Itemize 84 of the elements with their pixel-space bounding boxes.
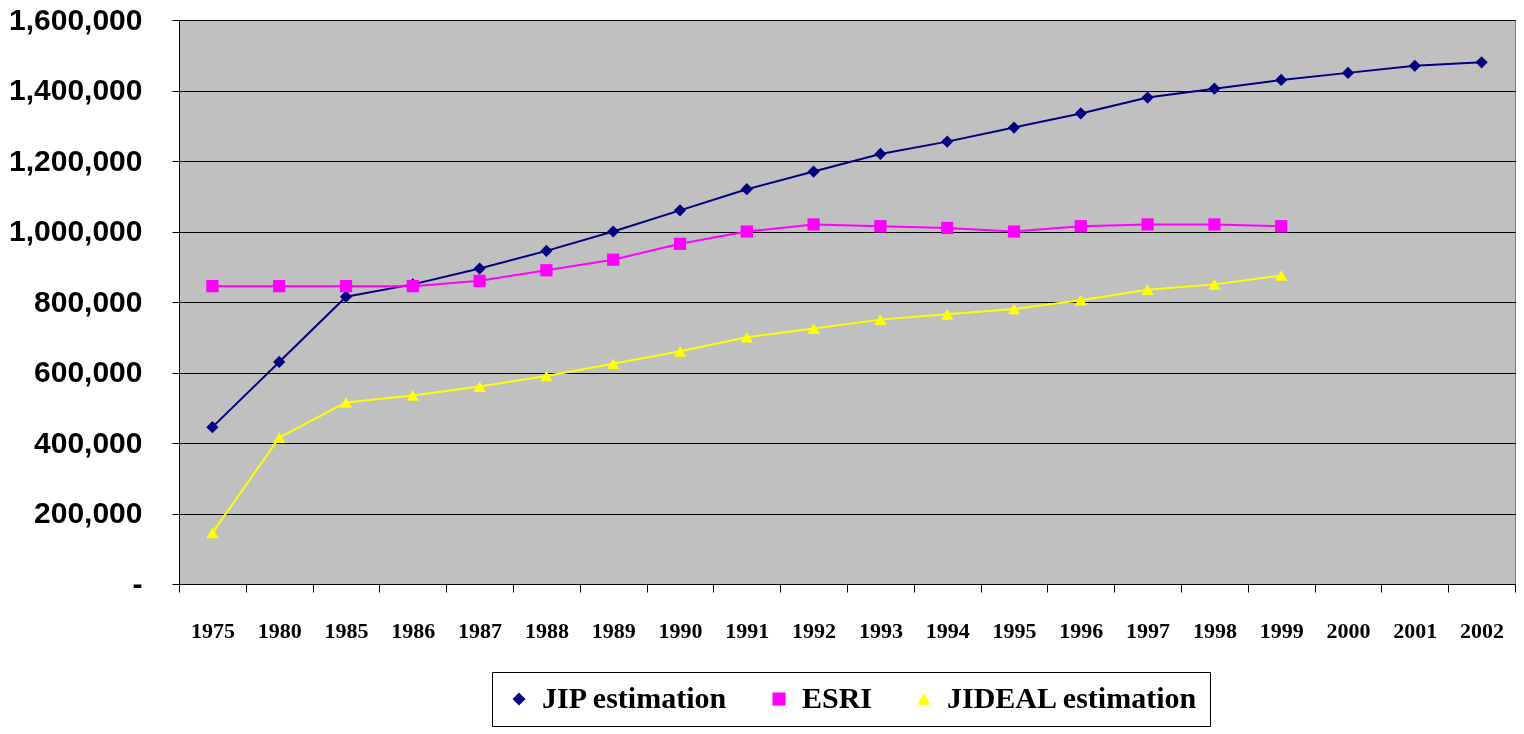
- point: [1341, 66, 1355, 79]
- point: [1007, 225, 1021, 238]
- point: [1141, 218, 1154, 231]
- x-tick-label: 1996: [1059, 617, 1104, 643]
- point: [206, 527, 219, 539]
- point: [941, 309, 954, 320]
- point: [1208, 279, 1221, 290]
- point: [740, 183, 753, 196]
- x-tick-label: 1986: [391, 617, 436, 643]
- point: [1275, 220, 1288, 233]
- y-tick-label: 600,000: [34, 355, 143, 388]
- point: [941, 221, 954, 235]
- point: [740, 331, 753, 343]
- x-tick-label: 2002: [1460, 617, 1505, 643]
- point: [1141, 91, 1154, 104]
- y-tick-label: 1,600,000: [9, 2, 143, 36]
- point: [540, 264, 553, 277]
- x-tick-label: 2000: [1326, 617, 1371, 643]
- point: [1074, 107, 1087, 120]
- y-tick-label: 1,000,000: [9, 214, 143, 247]
- point: [1007, 303, 1021, 315]
- point: [607, 225, 620, 238]
- legend-label: JIDEAL estimation: [947, 681, 1197, 714]
- y-tick-label: 800,000: [34, 284, 143, 318]
- point: [339, 280, 353, 293]
- point: [339, 290, 353, 303]
- point: [1141, 284, 1154, 295]
- point: [273, 432, 286, 444]
- y-tick-label: 1,400,000: [9, 73, 143, 106]
- x-tick-label: 1990: [658, 617, 703, 643]
- point: [406, 390, 419, 401]
- point: [874, 220, 887, 233]
- legend-label: JIP estimation: [542, 681, 727, 714]
- x-tick-label: 1998: [1192, 617, 1237, 643]
- x-tick-label: 1987: [458, 617, 503, 643]
- x-tick-label: 2001: [1393, 617, 1438, 643]
- point: [740, 225, 753, 238]
- point: [1074, 220, 1087, 233]
- x-tick-label: 1994: [925, 617, 970, 643]
- x-tick-label: 1993: [858, 617, 903, 643]
- point: [807, 323, 820, 334]
- y-tick-label: 200,000: [34, 496, 143, 529]
- point: [540, 370, 553, 382]
- point: [1275, 270, 1288, 281]
- point: [874, 147, 887, 161]
- x-tick-label: 1985: [324, 617, 369, 643]
- x-tick-label: 1975: [190, 617, 235, 643]
- x-tick-label: 1995: [992, 617, 1037, 643]
- point: [941, 135, 954, 148]
- point: [1074, 294, 1087, 306]
- x-tick-label: 1992: [792, 617, 837, 643]
- point: [1208, 82, 1221, 95]
- point: [206, 421, 219, 434]
- point: [874, 314, 887, 325]
- x-tick-label: 1989: [591, 617, 636, 643]
- point: [1208, 218, 1221, 231]
- point: [206, 280, 219, 293]
- x-tick-label: 1980: [257, 617, 302, 643]
- y-tick-label: -: [132, 566, 143, 600]
- x-tick-label: 1991: [725, 617, 770, 643]
- x-tick-label: 1999: [1259, 617, 1304, 643]
- point: [807, 165, 820, 178]
- point: [540, 244, 553, 258]
- point: [673, 346, 687, 357]
- point: [1007, 121, 1021, 134]
- point: [607, 358, 620, 369]
- point: [273, 280, 286, 293]
- y-tick-label: 400,000: [34, 425, 143, 459]
- point: [807, 218, 820, 231]
- y-tick-label: 1,200,000: [9, 143, 143, 177]
- point: [673, 237, 687, 250]
- point: [473, 274, 486, 287]
- point: [673, 204, 687, 217]
- legend-label: ESRI: [802, 681, 873, 714]
- point: [339, 397, 353, 408]
- point: [1475, 56, 1488, 69]
- point: [1275, 73, 1288, 87]
- point: [607, 253, 620, 266]
- point: [473, 381, 486, 392]
- point: [273, 355, 286, 369]
- point: [1408, 59, 1421, 72]
- x-tick-label: 1988: [524, 617, 569, 643]
- x-tick-label: 1997: [1126, 617, 1171, 643]
- point: [473, 262, 486, 275]
